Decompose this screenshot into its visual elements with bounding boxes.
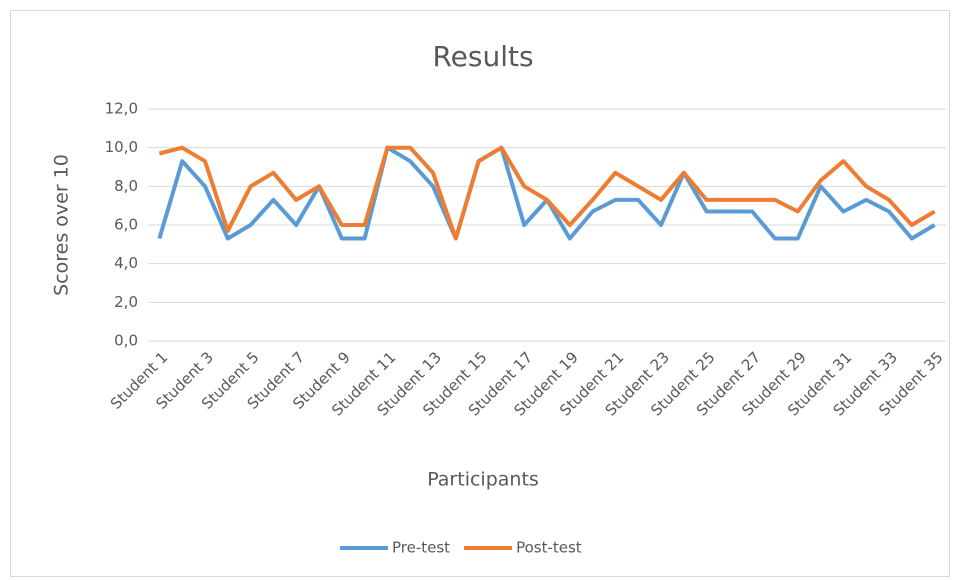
y-tick-label: 10,0	[105, 138, 138, 156]
y-tick-label: 8,0	[114, 177, 138, 195]
chart-title: Results	[432, 40, 533, 73]
y-tick-label: 2,0	[114, 293, 138, 311]
y-tick-label: 0,0	[114, 332, 138, 350]
series-line	[158, 145, 936, 241]
chart-border	[10, 10, 950, 577]
legend-label: Pre-test	[392, 539, 450, 557]
y-tick-label: 6,0	[114, 216, 138, 234]
x-axis-label: Participants	[427, 469, 539, 491]
y-tick-label: 12,0	[105, 100, 138, 118]
y-tick-label: 4,0	[114, 254, 138, 272]
legend-label: Post-test	[516, 539, 582, 557]
y-axis-label: Scores over 10	[51, 154, 73, 296]
